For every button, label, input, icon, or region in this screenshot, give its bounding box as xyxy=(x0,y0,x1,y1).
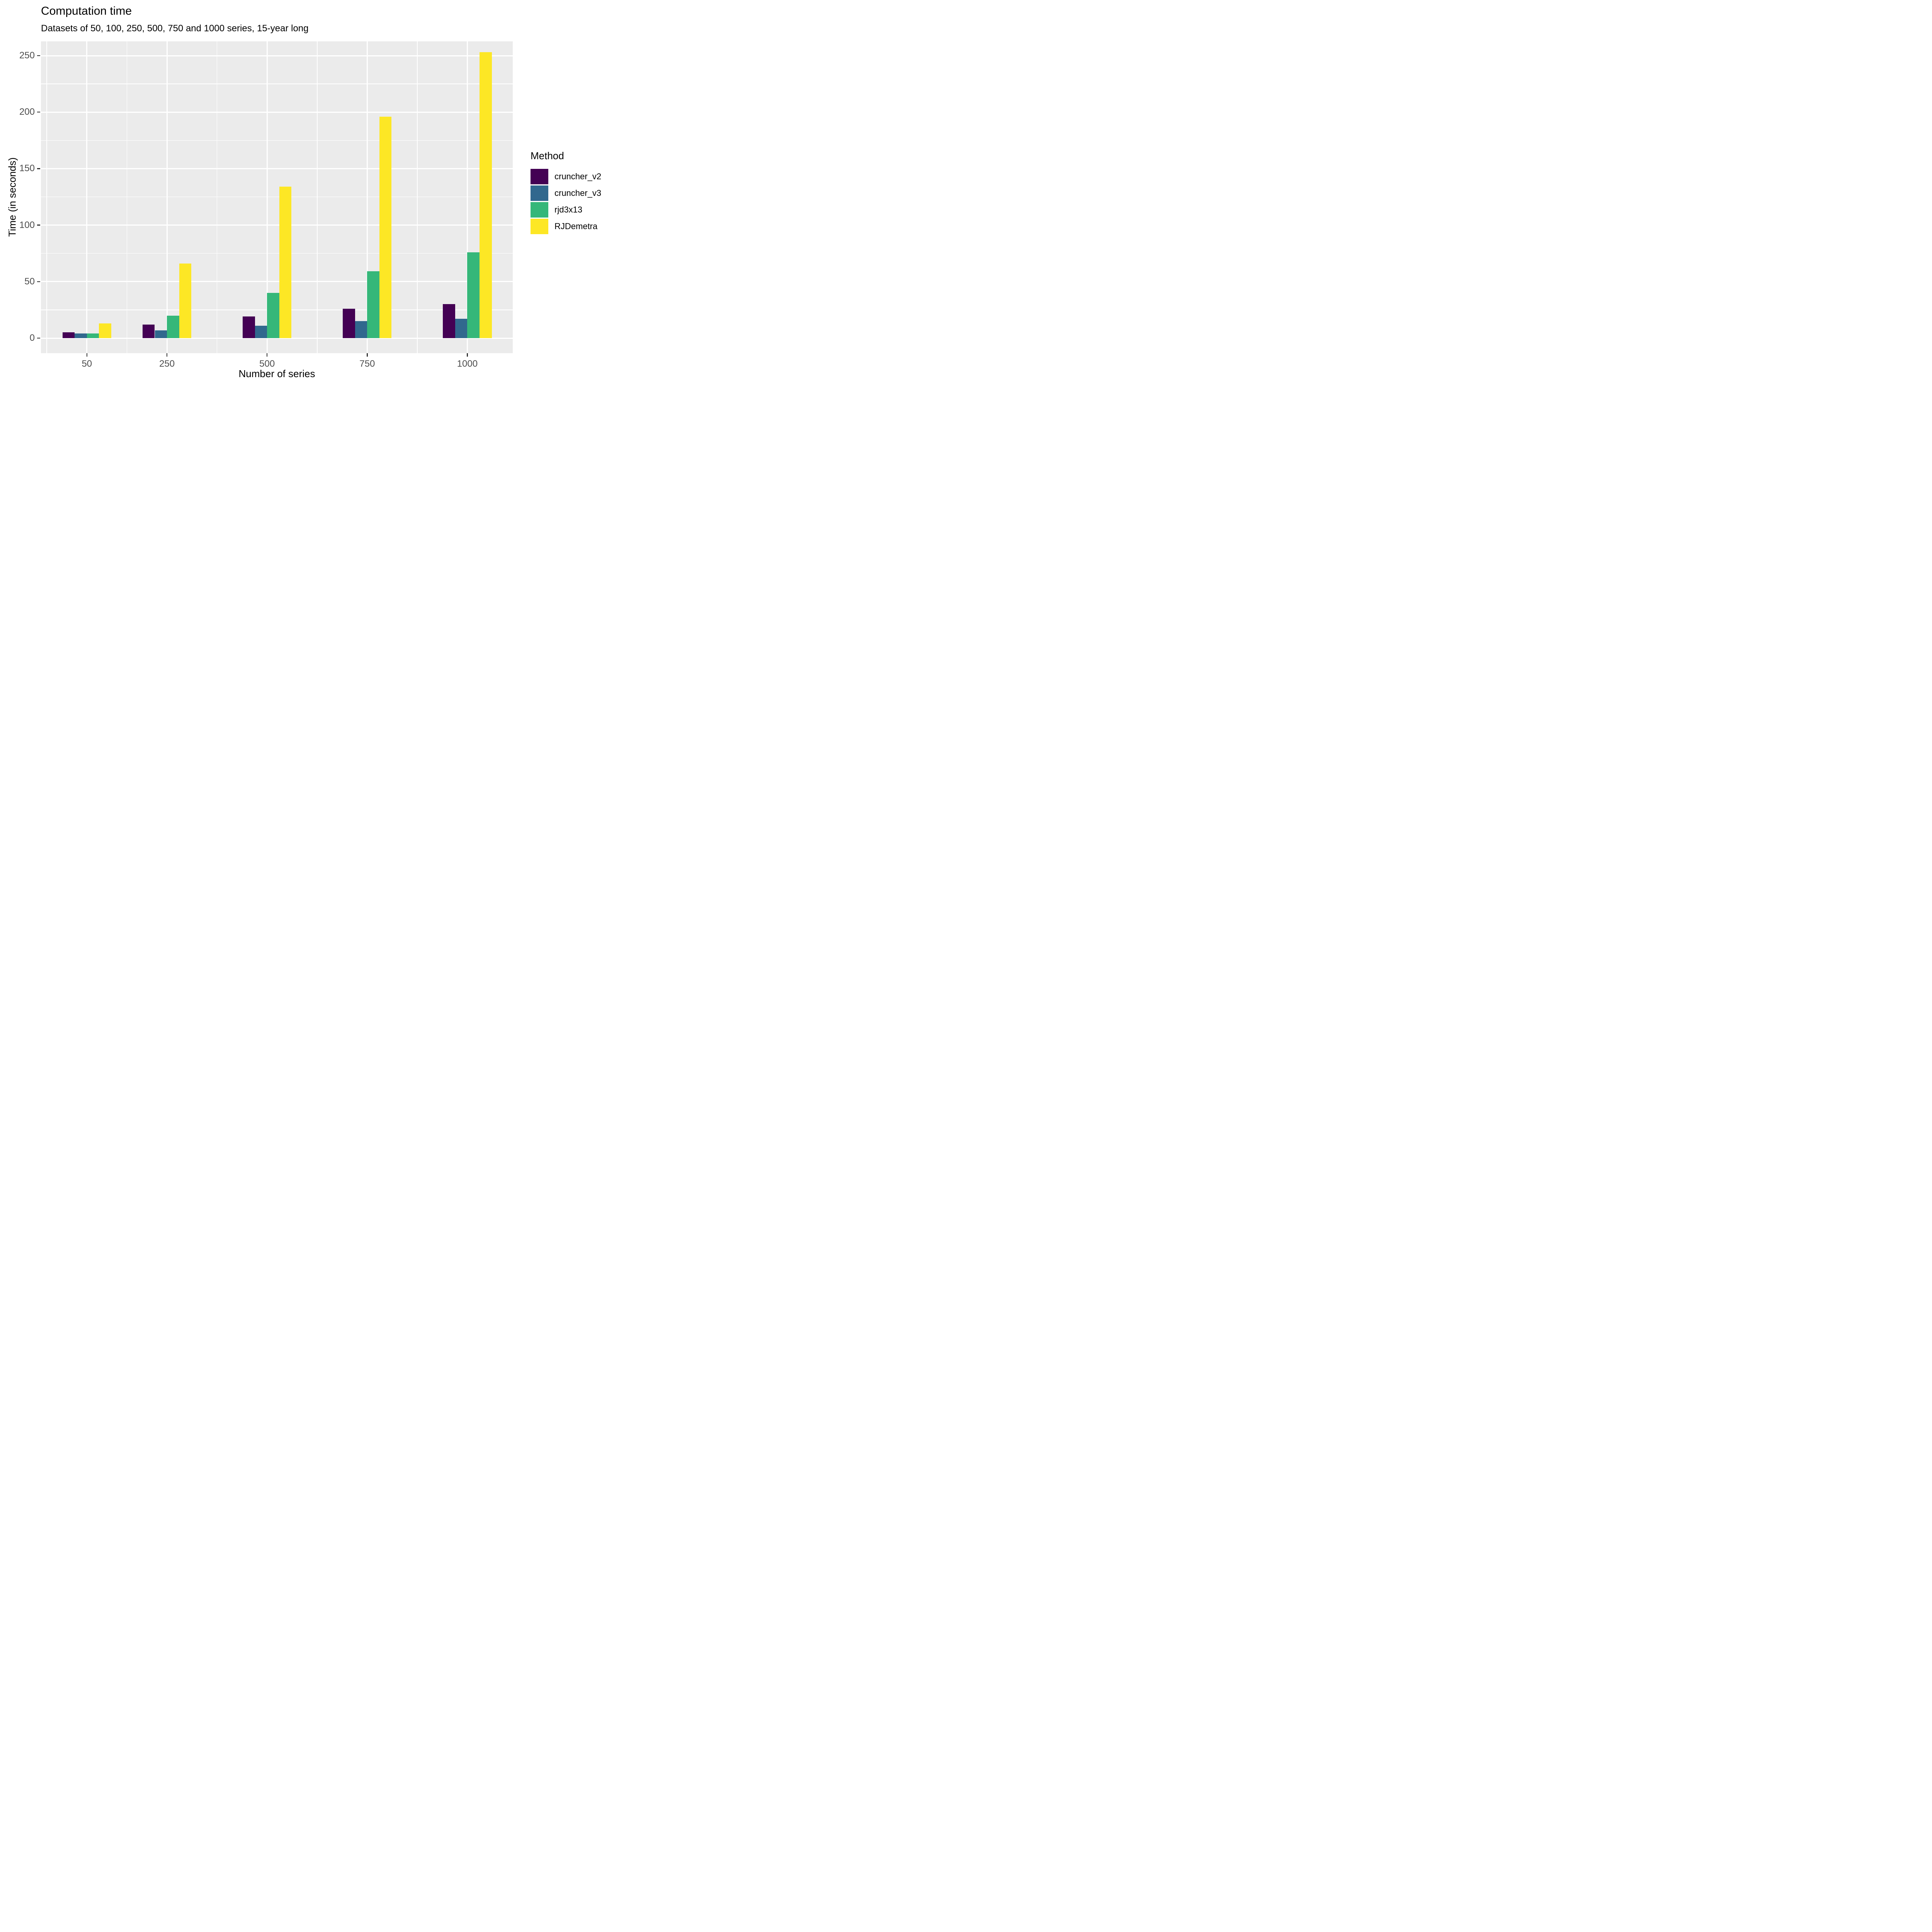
y-tick-label: 0 xyxy=(29,333,35,343)
x-tick xyxy=(86,353,88,357)
chart-figure: Computation time Datasets of 50, 100, 25… xyxy=(0,0,618,386)
x-major-gridline xyxy=(86,41,88,353)
bar-cruncher_v3-50 xyxy=(75,333,87,338)
x-major-gridline xyxy=(466,41,468,353)
legend-item-cruncher_v2: cruncher_v2 xyxy=(531,169,601,184)
bar-cruncher_v2-750 xyxy=(343,308,355,338)
y-major-gridline xyxy=(41,224,513,226)
x-tick-label: 500 xyxy=(259,359,275,369)
bar-RJDemetra-250 xyxy=(179,264,192,338)
legend-key-swatch xyxy=(531,202,548,218)
plot-panel xyxy=(41,41,513,353)
y-tick-label: 50 xyxy=(24,276,35,287)
y-tick xyxy=(37,281,40,282)
legend-item-label: cruncher_v2 xyxy=(554,172,602,181)
x-tick-label: 750 xyxy=(359,359,375,369)
y-tick xyxy=(37,111,40,113)
x-major-gridline xyxy=(366,41,368,353)
bar-cruncher_v2-500 xyxy=(243,316,255,338)
y-tick xyxy=(37,55,40,56)
y-tick xyxy=(37,224,40,226)
bar-rjd3x13-750 xyxy=(367,271,379,338)
y-minor-gridline xyxy=(41,83,513,84)
legend-item-label: RJDemetra xyxy=(554,221,598,231)
x-tick-label: 1000 xyxy=(457,359,478,369)
y-major-gridline xyxy=(41,337,513,339)
y-minor-gridline xyxy=(41,140,513,141)
legend-item-rjd3x13: rjd3x13 xyxy=(531,202,601,218)
x-minor-gridline xyxy=(417,41,418,353)
bar-cruncher_v3-750 xyxy=(355,321,367,338)
x-tick-label: 250 xyxy=(159,359,175,369)
x-minor-gridline xyxy=(317,41,318,353)
x-tick xyxy=(166,353,168,357)
legend-key-swatch xyxy=(531,169,548,184)
x-major-gridline xyxy=(166,41,168,353)
x-minor-gridline xyxy=(46,41,47,353)
bar-RJDemetra-1000 xyxy=(480,52,492,338)
legend-key-swatch xyxy=(531,185,548,201)
x-minor-gridline xyxy=(216,41,218,353)
legend-item-label: cruncher_v3 xyxy=(554,188,602,198)
y-tick-label: 200 xyxy=(19,107,35,117)
bar-rjd3x13-50 xyxy=(87,333,99,338)
bar-cruncher_v2-250 xyxy=(142,324,155,338)
bar-RJDemetra-750 xyxy=(379,116,392,338)
x-tick xyxy=(266,353,268,357)
bar-RJDemetra-500 xyxy=(279,187,292,338)
bar-cruncher_v2-1000 xyxy=(443,304,455,338)
y-tick-label: 100 xyxy=(19,219,35,230)
bar-cruncher_v2-50 xyxy=(62,332,75,338)
chart-title: Computation time xyxy=(41,5,132,17)
x-axis-title: Number of series xyxy=(238,368,315,379)
legend: Method cruncher_v2 cruncher_v3 rjd3x13 RJDe… xyxy=(531,150,601,235)
legend-key-swatch xyxy=(531,219,548,234)
bar-RJDemetra-50 xyxy=(99,323,111,338)
legend-title: Method xyxy=(531,150,564,162)
y-major-gridline xyxy=(41,55,513,56)
legend-item-cruncher_v3: cruncher_v3 xyxy=(531,185,601,201)
y-major-gridline xyxy=(41,281,513,282)
y-tick xyxy=(37,337,40,339)
y-tick-label: 250 xyxy=(19,50,35,61)
legend-items: cruncher_v2 cruncher_v3 rjd3x13 RJDemetra xyxy=(531,169,601,234)
y-major-gridline xyxy=(41,111,513,113)
chart-subtitle: Datasets of 50, 100, 250, 500, 750 and 1… xyxy=(41,23,309,34)
x-tick xyxy=(467,353,468,357)
x-minor-gridline xyxy=(126,41,128,353)
y-tick xyxy=(37,168,40,169)
x-major-gridline xyxy=(266,41,268,353)
y-major-gridline xyxy=(41,168,513,169)
bar-cruncher_v3-500 xyxy=(255,325,267,338)
bar-rjd3x13-500 xyxy=(267,293,279,338)
x-tick-label: 50 xyxy=(82,359,92,369)
x-tick xyxy=(367,353,368,357)
bar-cruncher_v3-1000 xyxy=(455,319,468,338)
bar-rjd3x13-250 xyxy=(167,315,179,338)
legend-item-label: rjd3x13 xyxy=(554,205,583,214)
bar-rjd3x13-1000 xyxy=(467,252,480,338)
y-minor-gridline xyxy=(41,253,513,254)
y-tick-label: 150 xyxy=(19,163,35,174)
legend-item-RJDemetra: RJDemetra xyxy=(531,219,601,234)
bar-cruncher_v3-250 xyxy=(155,330,167,338)
